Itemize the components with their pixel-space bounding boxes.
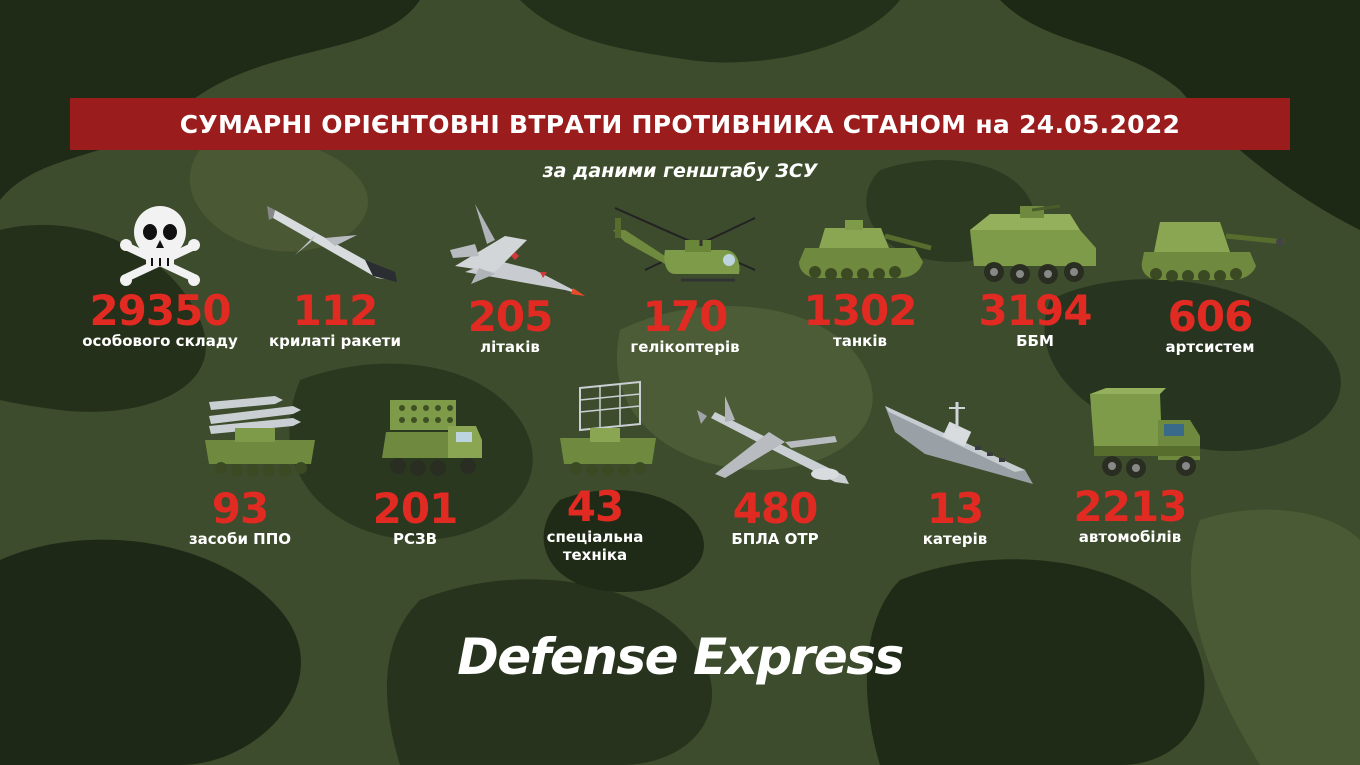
stat-helicopters: 170 гелікоптерів (590, 200, 780, 356)
tank-icon (799, 220, 932, 280)
stat-cruise-missiles: 112 крилаті ракети (240, 200, 430, 350)
stat-value: 13 (926, 484, 984, 533)
stat-label: особового складу (82, 332, 238, 350)
fighter-jet-icon (450, 204, 585, 296)
stat-armored-vehicles: 3194 ББМ (940, 200, 1130, 350)
page-subtitle: за даними генштабу ЗСУ (542, 160, 818, 182)
artillery-icon (1141, 222, 1285, 282)
stat-label: БПЛА ОТР (731, 530, 819, 548)
stat-drones: 480 БПЛА ОТР (680, 392, 870, 548)
stat-value: 29350 (89, 286, 231, 335)
drone-icon (697, 396, 849, 484)
stat-artillery: 606 артсистем (1115, 200, 1305, 356)
stat-label: РСЗВ (392, 530, 438, 548)
stat-value: 201 (372, 484, 459, 533)
stat-label: ББМ (1016, 332, 1054, 350)
stat-value: 205 (467, 292, 554, 341)
skull-crossbones-icon (120, 206, 200, 286)
stat-vehicles: 2213 автомобілів (1035, 386, 1225, 546)
boat-icon (885, 402, 1033, 484)
stat-value: 170 (642, 292, 729, 341)
air-defense-icon (205, 396, 315, 476)
stat-label: артсистем (1165, 338, 1255, 356)
stat-label: засоби ППО (188, 530, 292, 548)
truck-icon (1090, 388, 1200, 478)
stat-label: спеціальна техніка (546, 528, 644, 564)
stat-label: крилаті ракети (268, 332, 401, 350)
helicopter-icon (613, 207, 756, 282)
stat-label: автомобілів (1078, 528, 1182, 546)
brand-logo: Defense Express (457, 628, 904, 686)
title-bar: СУМАРНІ ОРІЄНТОВНІ ВТРАТИ ПРОТИВНИКА СТА… (70, 98, 1290, 150)
stat-air-defense: 93 засоби ППО (145, 392, 335, 548)
stat-tanks: 1302 танків (765, 200, 955, 350)
stat-label: танків (833, 332, 887, 350)
armored-vehicle-icon (970, 204, 1096, 284)
page-title: СУМАРНІ ОРІЄНТОВНІ ВТРАТИ ПРОТИВНИКА СТА… (179, 109, 1181, 139)
stat-value: 43 (566, 482, 624, 531)
stat-value: 112 (292, 286, 379, 335)
stat-mlrs: 201 РСЗВ (320, 392, 510, 548)
cruise-missile-icon (267, 206, 397, 282)
stat-personnel: 29350 особового складу (65, 200, 255, 350)
stat-special-equipment: 43 спеціальна техніка (500, 380, 690, 564)
stat-value: 93 (211, 484, 269, 533)
stat-boats: 13 катерів (860, 392, 1050, 548)
stat-value: 606 (1167, 292, 1254, 341)
mlrs-icon (382, 400, 482, 476)
stat-value: 1302 (803, 286, 918, 335)
stat-label: літаків (480, 338, 540, 356)
stat-aircraft: 205 літаків (415, 200, 605, 356)
stat-value: 2213 (1073, 482, 1188, 531)
stat-value: 3194 (978, 286, 1093, 335)
stat-label: гелікоптерів (630, 338, 740, 356)
stat-label: катерів (922, 530, 988, 548)
radar-vehicle-icon (560, 380, 656, 476)
stat-value: 480 (732, 484, 819, 533)
